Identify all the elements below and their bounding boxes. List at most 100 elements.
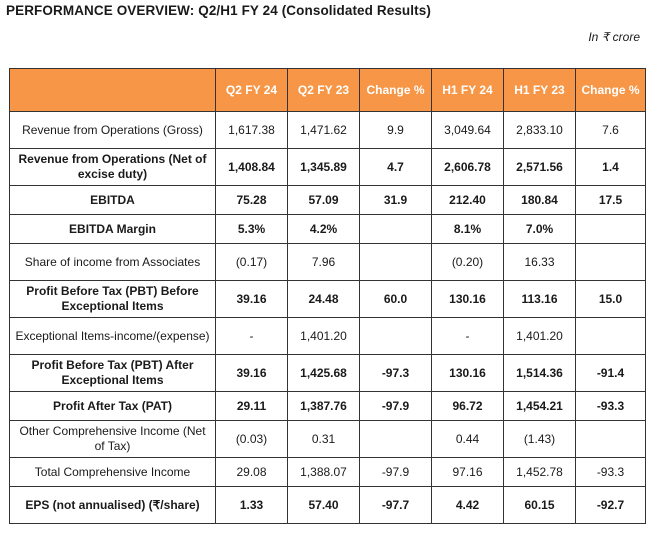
table-cell: 0.31: [287, 420, 360, 458]
row-label: Profit Before Tax (PBT) After Exceptiona…: [9, 354, 216, 392]
header-cell-h-change: Change %: [575, 68, 646, 112]
table-cell: (1.43): [503, 420, 576, 458]
page-title: PERFORMANCE OVERVIEW: Q2/H1 FY 24 (Conso…: [6, 3, 431, 18]
table-cell: 130.16: [431, 354, 504, 392]
table-cell: -97.7: [359, 486, 432, 524]
table-cell: 4.7: [359, 148, 432, 186]
table-cell: -97.3: [359, 354, 432, 392]
table-row: Revenue from Operations (Gross) 1,617.38 1…: [9, 111, 646, 149]
table-cell: -: [431, 317, 504, 355]
table-cell: 39.16: [215, 280, 288, 318]
row-label: EBITDA: [9, 185, 216, 215]
table-cell: 60.15: [503, 486, 576, 524]
table-cell: 2,571.56: [503, 148, 576, 186]
row-label: Profit Before Tax (PBT) Before Exception…: [9, 280, 216, 318]
table-cell: 9.9: [359, 111, 432, 149]
table-cell: 15.0: [575, 280, 646, 318]
table-cell: -93.3: [575, 457, 646, 487]
table-cell: 1,388.07: [287, 457, 360, 487]
table-cell: [359, 243, 432, 281]
table-row: Share of income from Associates (0.17) 7.9…: [9, 243, 646, 281]
table-cell: 1,471.62: [287, 111, 360, 149]
table-cell: 113.16: [503, 280, 576, 318]
table-cell: 1,345.89: [287, 148, 360, 186]
table-cell: 1.33: [215, 486, 288, 524]
table-cell: 16.33: [503, 243, 576, 281]
table-cell: 2,833.10: [503, 111, 576, 149]
table-cell: 97.16: [431, 457, 504, 487]
unit-note: In ₹ crore: [588, 30, 640, 44]
performance-table: Q2 FY 24 Q2 FY 23 Change % H1 FY 24 H1 F…: [9, 68, 646, 524]
table-cell: 0.44: [431, 420, 504, 458]
table-cell: [359, 317, 432, 355]
table-row: Other Comprehensive Income (Net of Tax)(…: [9, 420, 646, 458]
header-cell-q-change: Change %: [359, 68, 432, 112]
row-label: Total Comprehensive Income: [9, 457, 216, 487]
table-cell: 8.1%: [431, 214, 504, 244]
table-cell: 29.11: [215, 391, 288, 421]
table-cell: 1,401.20: [503, 317, 576, 355]
table-cell: [359, 214, 432, 244]
table-row: Profit Before Tax (PBT) After Exceptiona…: [9, 354, 646, 392]
table-row: Total Comprehensive Income 29.08 1,388.07-…: [9, 457, 646, 487]
table-cell: 5.3%: [215, 214, 288, 244]
table-cell: 1,387.76: [287, 391, 360, 421]
table-cell: 75.28: [215, 185, 288, 215]
table-cell: -93.3: [575, 391, 646, 421]
table-cell: 1.4: [575, 148, 646, 186]
table-cell: 1,401.20: [287, 317, 360, 355]
header-row: Q2 FY 24 Q2 FY 23 Change % H1 FY 24 H1 F…: [9, 68, 646, 112]
table-cell: [575, 317, 646, 355]
table-cell: [575, 243, 646, 281]
table-row: Revenue from Operations (Net of excise d…: [9, 148, 646, 186]
table-row: Profit Before Tax (PBT) Before Exception…: [9, 280, 646, 318]
table-cell: -: [215, 317, 288, 355]
table-cell: [359, 420, 432, 458]
table-cell: 57.40: [287, 486, 360, 524]
table-cell: 57.09: [287, 185, 360, 215]
table-row: Exceptional Items-income/(expense) -1,401…: [9, 317, 646, 355]
header-cell-label: [9, 68, 216, 112]
table-cell: 24.48: [287, 280, 360, 318]
table-cell: 1,454.21: [503, 391, 576, 421]
table-cell: 31.9: [359, 185, 432, 215]
table-cell: 29.08: [215, 457, 288, 487]
table-row: EBITDA 75.28 57.09 31.9 212.40 180.84 17.5: [9, 185, 646, 215]
table-cell: 130.16: [431, 280, 504, 318]
table-cell: -92.7: [575, 486, 646, 524]
table-body: Revenue from Operations (Gross) 1,617.38 1…: [9, 111, 646, 524]
table-cell: 4.2%: [287, 214, 360, 244]
table-cell: 212.40: [431, 185, 504, 215]
table-cell: -91.4: [575, 354, 646, 392]
row-label: Revenue from Operations (Net of excise d…: [9, 148, 216, 186]
header-cell-h1-fy23: H1 FY 23: [503, 68, 576, 112]
table-cell: 1,617.38: [215, 111, 288, 149]
table-cell: 4.42: [431, 486, 504, 524]
table-cell: 7.6: [575, 111, 646, 149]
table-cell: 96.72: [431, 391, 504, 421]
table-cell: -97.9: [359, 391, 432, 421]
table-row: Profit After Tax (PAT) 29.11 1,387.76 -97.9…: [9, 391, 646, 421]
table-cell: 1,452.78: [503, 457, 576, 487]
table-cell: 7.0%: [503, 214, 576, 244]
table-cell: 39.16: [215, 354, 288, 392]
table-cell: 17.5: [575, 185, 646, 215]
row-label: Revenue from Operations (Gross): [9, 111, 216, 149]
header-cell-h1-fy24: H1 FY 24: [431, 68, 504, 112]
row-label: EPS (not annualised) (₹/share): [9, 486, 216, 524]
row-label: Profit After Tax (PAT): [9, 391, 216, 421]
table-cell: 3,049.64: [431, 111, 504, 149]
table-cell: 2,606.78: [431, 148, 504, 186]
table-cell: (0.03): [215, 420, 288, 458]
table-cell: -97.9: [359, 457, 432, 487]
table-cell: 7.96: [287, 243, 360, 281]
table-cell: 1,408.84: [215, 148, 288, 186]
table-row: EBITDA Margin 5.3% 4.2% 8.1% 7.0%: [9, 214, 646, 244]
row-label: Exceptional Items-income/(expense): [9, 317, 216, 355]
table-cell: [575, 420, 646, 458]
table-cell: 1,514.36: [503, 354, 576, 392]
table-cell: [575, 214, 646, 244]
table-cell: 180.84: [503, 185, 576, 215]
header-cell-q2-fy23: Q2 FY 23: [287, 68, 360, 112]
table-row: EPS (not annualised) (₹/share) 1.33 57.40-…: [9, 486, 646, 524]
